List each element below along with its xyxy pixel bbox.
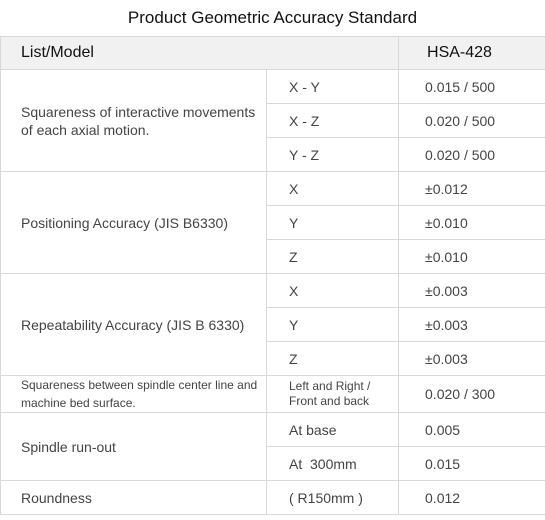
sub-label: At base <box>265 412 400 447</box>
table-row: Roundness ( R150mm ) 0.012 <box>0 480 545 515</box>
sub-label: Y - Z <box>265 137 400 172</box>
page-title: Product Geometric Accuracy Standard <box>127 8 418 27</box>
sub-label: Left and Right / Front and back <box>265 375 400 413</box>
spec-value: 0.012 <box>398 480 545 515</box>
table-header-row: List/Model HSA-428 <box>0 36 545 70</box>
model-header: HSA-428 <box>398 36 545 70</box>
sub-label: X - Z <box>265 103 400 138</box>
table-row: Z ±0.010 <box>1 239 545 274</box>
spec-value: 0.015 / 500 <box>398 69 545 104</box>
spec-value: 0.020 / 500 <box>398 137 545 172</box>
spec-value: 0.020 / 300 <box>398 375 545 413</box>
spec-value: 0.020 / 500 <box>398 103 545 138</box>
table-row: Squareness of interactive movements of e… <box>0 69 545 172</box>
spec-value: ±0.010 <box>398 239 545 274</box>
sub-label: Z <box>265 341 400 376</box>
row-label-spindle-runout: Spindle run-out <box>0 412 267 481</box>
sub-label: Y <box>265 205 400 240</box>
table-row: Positioning Accuracy (JIS B6330) X ±0.01… <box>0 171 545 274</box>
table-row: Y - Z 0.020 / 500 <box>1 137 545 172</box>
spec-value: 0.015 <box>398 446 545 481</box>
table-row: Y ±0.003 <box>1 307 545 342</box>
row-label-positioning: Positioning Accuracy (JIS B6330) <box>0 171 267 274</box>
sub-label: X <box>265 171 400 206</box>
table-row: Y ±0.010 <box>1 205 545 240</box>
spec-value: ±0.003 <box>398 307 545 342</box>
sub-label: Y <box>265 307 400 342</box>
table-row: Squareness between spindle center line a… <box>0 375 545 413</box>
table-row: X - Z 0.020 / 500 <box>1 103 545 138</box>
table-row: Repeatability Accuracy (JIS B 6330) X ±0… <box>0 273 545 376</box>
row-label-spindle-squareness: Squareness between spindle center line a… <box>0 375 267 413</box>
spec-value: ±0.003 <box>398 341 545 376</box>
spec-value: ±0.012 <box>398 171 545 206</box>
list-model-header: List/Model <box>0 36 400 70</box>
spec-value: ±0.010 <box>398 205 545 240</box>
spec-value: 0.005 <box>398 412 545 447</box>
table-row: Z ±0.003 <box>1 341 545 376</box>
sub-label: ( R150mm ) <box>265 480 400 515</box>
sub-label: At 300mm <box>265 446 400 481</box>
table-row: Spindle run-out At base 0.005 <box>0 412 545 481</box>
row-label-repeatability: Repeatability Accuracy (JIS B 6330) <box>0 273 267 376</box>
accuracy-table: List/Model HSA-428 Squareness of interac… <box>0 36 545 515</box>
sub-label: X <box>265 273 400 308</box>
row-label-squareness-axes: Squareness of interactive movements of e… <box>0 69 267 172</box>
table-row: At 300mm 0.015 <box>1 446 545 481</box>
sub-label: Z <box>265 239 400 274</box>
model-name: HSA-428 <box>427 44 492 61</box>
sub-label: X - Y <box>265 69 400 104</box>
spec-value: ±0.003 <box>398 273 545 308</box>
row-label-roundness: Roundness <box>0 480 267 515</box>
